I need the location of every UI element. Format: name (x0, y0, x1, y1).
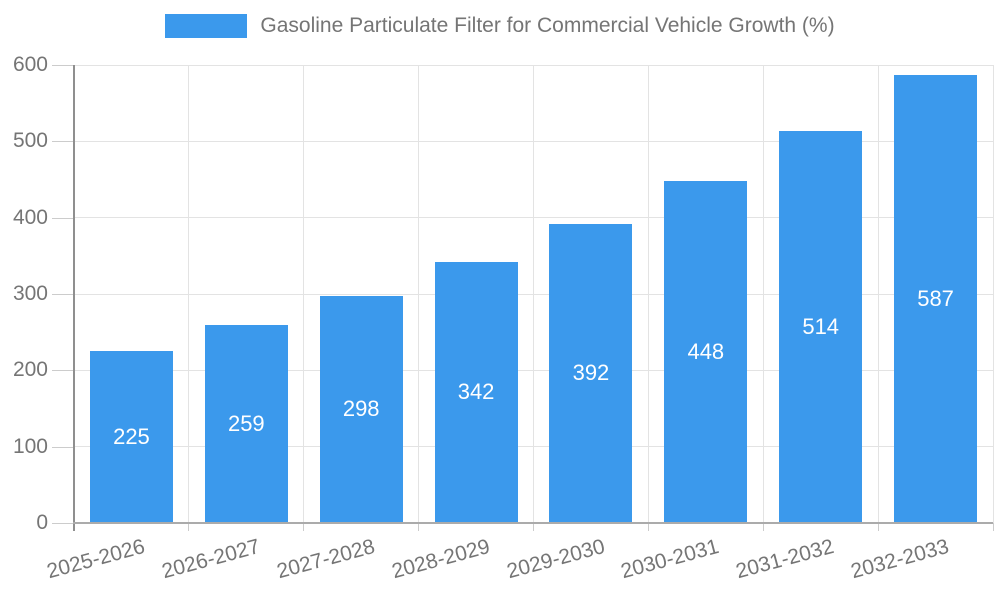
bar[interactable]: 587 (894, 74, 978, 523)
legend-label: Gasoline Particulate Filter for Commerci… (260, 14, 835, 37)
x-axis-tick-label: 2029-2030 (503, 535, 607, 584)
x-axis-tick (188, 523, 190, 531)
bar-value-label: 342 (457, 379, 495, 405)
x-axis-tick-label: 2032-2033 (848, 535, 952, 584)
x-axis-tick-label: 2031-2032 (733, 535, 837, 584)
bar-value-label: 448 (687, 339, 725, 364)
y-axis-tick-label: 300 (12, 282, 48, 305)
y-axis-tick (52, 523, 74, 524)
bar-value-label: 259 (227, 411, 265, 437)
y-axis-line (73, 65, 75, 531)
bar[interactable]: 259 (204, 325, 288, 523)
gridline-vertical (418, 65, 420, 523)
x-axis-tick-label: 2025-2026 (44, 535, 148, 584)
y-axis-tick (52, 370, 74, 372)
x-axis-line (73, 522, 993, 524)
gridline-vertical (877, 65, 879, 523)
bar[interactable]: 392 (549, 223, 633, 523)
bar[interactable]: 448 (664, 181, 748, 523)
gridline-vertical (533, 65, 534, 523)
y-axis-tick (52, 65, 74, 66)
bar-value-label: 392 (572, 360, 610, 386)
bar-value-label: 587 (917, 285, 954, 311)
bar[interactable]: 514 (779, 130, 863, 523)
y-axis-tick-label: 400 (12, 205, 48, 229)
y-axis-tick-label: 0 (36, 511, 48, 534)
x-axis-tick-label: 2030-2031 (618, 535, 722, 584)
legend-swatch (165, 14, 248, 38)
x-axis-tick-label: 2026-2027 (159, 535, 263, 584)
bar-value-label: 298 (342, 396, 380, 422)
gridline-vertical (303, 65, 305, 523)
y-axis-tick-label: 100 (12, 434, 48, 458)
bar[interactable]: 342 (434, 261, 518, 523)
x-axis-tick (303, 523, 305, 531)
x-axis-tick (877, 523, 879, 531)
gridline-vertical (762, 65, 764, 523)
y-axis-tick-label: 500 (12, 129, 48, 153)
y-axis-tick (52, 217, 74, 219)
gridline-vertical (647, 65, 649, 523)
bar-value-label: 514 (802, 313, 840, 339)
y-axis-tick-label: 200 (12, 358, 48, 382)
plot-area: 225 259 298 342 392 448 514 587 (74, 64, 994, 523)
x-axis-tick-label: 2028-2029 (389, 535, 493, 584)
x-axis-tick-label: 2027-2028 (274, 535, 378, 584)
x-axis-tick (992, 523, 994, 531)
y-axis-tick (52, 294, 74, 295)
bar-value-label: 225 (113, 424, 150, 450)
y-axis-tick (52, 446, 74, 448)
y-axis-tick (52, 141, 74, 143)
x-axis-tick (418, 523, 420, 531)
gridline-vertical (188, 65, 190, 523)
bar[interactable]: 298 (319, 295, 403, 523)
x-axis-tick (647, 523, 649, 531)
bar[interactable]: 225 (89, 351, 173, 523)
x-axis-tick (762, 523, 764, 531)
chart-legend[interactable]: Gasoline Particulate Filter for Commerci… (0, 14, 1000, 38)
x-axis-tick (533, 523, 534, 531)
y-axis-tick-label: 600 (12, 53, 48, 76)
gridline-vertical (992, 65, 994, 523)
